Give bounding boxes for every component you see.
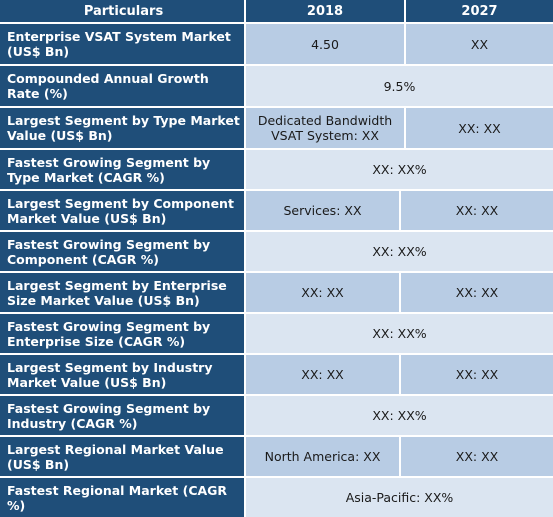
table-row: Largest Segment by Enterprise Size Marke…	[0, 273, 553, 314]
value-merged: XX: XX%	[246, 150, 553, 191]
value-2018: XX: XX	[246, 355, 401, 396]
row-label: Compounded Annual Growth Rate (%)	[0, 66, 246, 108]
header-year-2027: 2027	[406, 0, 553, 24]
value-merged: XX: XX%	[246, 396, 553, 437]
value-2018: XX: XX	[246, 273, 401, 314]
table-row: Largest Segment by Industry Market Value…	[0, 355, 553, 396]
table-row: Fastest Growing Segment by Industry (CAG…	[0, 396, 553, 437]
value-2027: XX: XX	[401, 273, 553, 314]
value-2027: XX: XX	[401, 437, 553, 478]
value-merged: 9.5%	[246, 66, 553, 108]
value-2027: XX: XX	[401, 191, 553, 232]
value-2027: XX	[406, 24, 553, 66]
table-header-row: Particulars 2018 2027	[0, 0, 553, 24]
table-row: Fastest Growing Segment by Component (CA…	[0, 232, 553, 273]
value-merged: XX: XX%	[246, 232, 553, 273]
row-label: Fastest Growing Segment by Type Market (…	[0, 150, 246, 191]
row-label: Fastest Regional Market (CAGR %)	[0, 478, 246, 517]
table-row: Enterprise VSAT System Market (US$ Bn) 4…	[0, 24, 553, 66]
row-label: Fastest Growing Segment by Component (CA…	[0, 232, 246, 273]
value-2018: North America: XX	[246, 437, 401, 478]
value-merged: XX: XX%	[246, 314, 553, 355]
table-row: Fastest Regional Market (CAGR %) Asia-Pa…	[0, 478, 553, 517]
row-label: Enterprise VSAT System Market (US$ Bn)	[0, 24, 246, 66]
table-row: Largest Regional Market Value (US$ Bn) N…	[0, 437, 553, 478]
value-2018: Services: XX	[246, 191, 401, 232]
value-merged: Asia-Pacific: XX%	[246, 478, 553, 517]
table-row: Fastest Growing Segment by Type Market (…	[0, 150, 553, 191]
table-row: Compounded Annual Growth Rate (%) 9.5%	[0, 66, 553, 108]
value-2018: 4.50	[246, 24, 406, 66]
table-row: Largest Segment by Component Market Valu…	[0, 191, 553, 232]
value-2027: XX: XX	[406, 108, 553, 150]
row-label: Fastest Growing Segment by Enterprise Si…	[0, 314, 246, 355]
value-2018: Dedicated Bandwidth VSAT System: XX	[246, 108, 406, 150]
row-label: Largest Regional Market Value (US$ Bn)	[0, 437, 246, 478]
header-particulars: Particulars	[0, 0, 246, 24]
row-label: Fastest Growing Segment by Industry (CAG…	[0, 396, 246, 437]
row-label: Largest Segment by Type Market Value (US…	[0, 108, 246, 150]
row-label: Largest Segment by Industry Market Value…	[0, 355, 246, 396]
header-year-2018: 2018	[246, 0, 406, 24]
row-label: Largest Segment by Component Market Valu…	[0, 191, 246, 232]
table-row: Largest Segment by Type Market Value (US…	[0, 108, 553, 150]
value-2027: XX: XX	[401, 355, 553, 396]
table-row: Fastest Growing Segment by Enterprise Si…	[0, 314, 553, 355]
row-label: Largest Segment by Enterprise Size Marke…	[0, 273, 246, 314]
